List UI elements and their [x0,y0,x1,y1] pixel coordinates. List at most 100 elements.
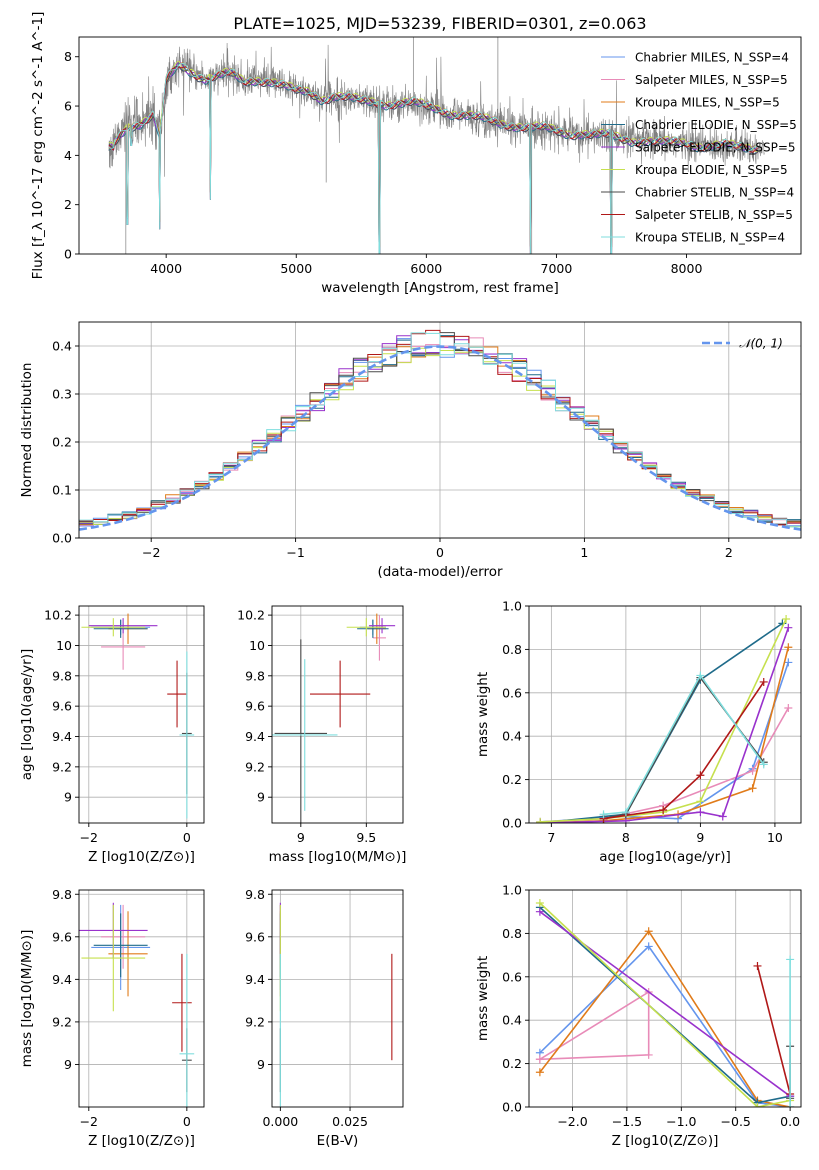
series-marker [535,907,544,916]
y-tick-label: 0.0 [502,816,522,831]
histogram-step [79,332,801,528]
series-marker [659,805,668,814]
series-marker [759,760,768,769]
x-tick-label: 1 [580,545,588,560]
legend: Chabrier MILES, N_SSP=4 Salpeter MILES, N… [601,50,797,244]
series-marker [786,1103,795,1107]
x-axis-label: wavelength [Angstrom, rest frame] [321,280,559,296]
x-axis-label: mass [log10(M/M⊙)] [269,849,407,865]
y-tick-label: 0.6 [502,685,522,700]
y-axis-label: mass weight [475,672,491,757]
y-tick-label: 9.4 [245,729,265,744]
y-tick-label: 0.8 [502,926,522,941]
y-axis-label: Flux [f_λ 10^-17 erg cm^-2 s^-1 A^-1] [30,12,46,280]
x-tick-label: −0.5 [721,1114,751,1129]
series-line [539,945,791,1107]
series-line [539,990,650,1061]
y-tick-label: 6 [64,99,72,114]
errorbar-point [81,618,146,637]
errorbar-point [357,619,389,638]
series-line [603,681,765,820]
series-marker [784,623,793,632]
errorbar-point [179,953,195,1107]
x-tick-label: −2 [142,545,160,560]
errorbar-point [372,615,386,661]
y-tick-label: 0.1 [52,483,72,498]
axes-frame [271,889,404,1108]
series-marker [696,808,705,817]
y-tick-label: 9 [64,790,72,805]
y-tick-label: 9.2 [245,759,265,774]
series-marker [753,961,762,970]
x-axis-label: Z [log10(Z/Z⊙)] [612,1133,719,1149]
x-tick-label: −2.0 [557,1114,587,1129]
legend-label: Kroupa STELIB, N_SSP=4 [635,230,785,244]
series-line [540,627,790,823]
legend-label: Kroupa MILES, N_SSP=5 [635,95,780,109]
x-tick-label: −1.0 [666,1114,696,1129]
legend-label: Salpeter STELIB, N_SSP=5 [635,208,793,222]
x-tick-label: 2 [725,545,733,560]
y-tick-label: 9.8 [52,668,72,683]
series-line [756,965,791,1095]
y-tick-label: 9.2 [52,1014,72,1029]
histogram-layer [79,329,801,531]
x-tick-label: 0 [183,1114,191,1129]
panel-mass-weight-vs-Z: −2.0 −1.5 −1.0 −0.5 0.0 0.0 0.2 0.4 0.6 0.8 1.0 Z [… [475,883,802,1149]
series-marker [644,927,653,936]
normal-reference-curve [79,345,801,531]
y-axis-label: mass weight [475,956,491,1041]
legend-label: Salpeter MILES, N_SSP=5 [635,73,788,87]
y-tick-label: 1.0 [502,599,522,614]
errorbar-point [272,659,338,811]
y-tick-label: 9.2 [245,1014,265,1029]
series-line [539,911,791,1097]
panel-mass-weight-vs-age: 7 8 9 10 0.0 0.2 0.4 0.6 0.8 1.0 age [log10(age/yr… [475,599,802,865]
y-tick-label: 10.2 [44,608,72,623]
x-tick-label: 0 [436,545,444,560]
y-axis-label: age [log10(age/yr)] [19,649,35,781]
x-tick-label: 7 [547,830,555,845]
x-tick-label: 8 [622,830,630,845]
legend-label: Chabrier MILES, N_SSP=4 [635,50,789,64]
x-tick-label: 5000 [280,261,312,276]
x-tick-label: 9.5 [356,830,376,845]
y-tick-label: 9.8 [245,887,265,902]
series-marker [748,766,757,775]
legend-label: Chabrier ELODIE, N_SSP=5 [635,118,797,132]
y-tick-label: 0 [64,247,72,262]
x-axis-label: age [log10(age/yr)] [599,849,731,865]
spectrum-data-layer [108,37,765,254]
y-tick-label: 9.4 [52,972,72,987]
y-tick-label: 0.0 [52,531,72,546]
series-marker [535,1055,544,1064]
errorbar-layer [272,613,396,823]
axes-frame [78,889,205,1108]
series-marker [759,677,768,686]
y-tick-label: 9.8 [52,887,72,902]
model-spectrum-line [108,60,758,254]
x-axis-label: (data-model)/error [377,564,503,580]
y-tick-label: 9 [257,1057,265,1072]
y-tick-label: 0.3 [52,387,72,402]
x-tick-label: 4000 [150,261,182,276]
errorbar-point [172,953,192,1052]
y-tick-label: 0.6 [502,969,522,984]
y-tick-label: 0.2 [52,435,72,450]
panel-mass-vs-Z: −2 0 9 9.2 9.4 9.6 9.8 Z [log10(Z/Z⊙)] mass [log… [19,887,205,1149]
axes-frame [528,605,802,824]
observed-spectrum [108,42,765,177]
x-tick-label: 6000 [410,261,442,276]
series-line [540,707,789,823]
axes-frame [528,889,802,1108]
errorbar-point [179,651,195,819]
x-tick-label: 0 [183,830,191,845]
x-axis-label: Z [log10(Z/Z⊙)] [88,849,195,865]
y-tick-label: 9.6 [52,929,72,944]
errorbar-point [93,913,148,978]
errorbar-layer [79,902,195,1107]
series-marker [536,817,545,823]
errorbar-layer [81,613,195,819]
x-tick-label: −1 [286,545,304,560]
errorbar-point [167,660,187,728]
